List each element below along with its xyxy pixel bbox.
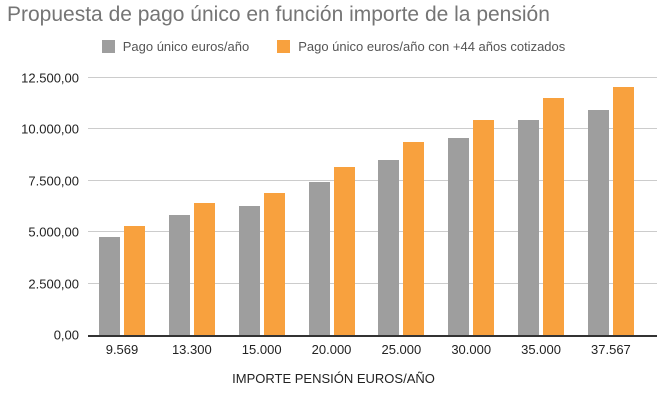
x-tick-label: 9.569 — [105, 342, 139, 357]
y-tick-label: 12.500,00 — [21, 70, 79, 86]
plot-area: 12.500,00 10.000,00 7.500,00 5.000,00 2.500,… — [21, 71, 657, 357]
bar-group-15.000 — [238, 78, 285, 335]
bar-gray-25.000[interactable] — [378, 159, 400, 335]
bar-orange-25.000[interactable] — [403, 141, 425, 335]
legend: Pago único euros/año Pago único euros/añ… — [0, 39, 667, 54]
bar-orange-13.300[interactable] — [193, 202, 215, 335]
bar-group-30.000 — [448, 78, 495, 335]
gridline — [88, 77, 657, 78]
bar-orange-35.000[interactable] — [543, 97, 565, 335]
x-tick-label: 30.000 — [451, 342, 492, 357]
x-axis-labels: 9.569 13.300 15.000 20.000 25.000 30.000 35.00… — [99, 342, 634, 357]
y-tick-label: 2.500,00 — [28, 276, 79, 292]
bar-orange-9.569[interactable] — [124, 226, 145, 335]
y-tick-label: 10.000,00 — [21, 121, 79, 137]
y-tick-label: 5.000,00 — [28, 224, 79, 240]
bar-gray-37.567[interactable] — [587, 109, 609, 335]
legend-swatch-gray-icon — [101, 40, 115, 53]
y-tick-label: 0,00 — [53, 327, 79, 343]
bar-gray-9.569[interactable] — [99, 236, 120, 335]
bar-orange-15.000[interactable] — [263, 192, 285, 335]
bar-gray-20.000[interactable] — [308, 181, 330, 335]
bar-group-37.567 — [587, 78, 634, 335]
bar-group-20.000 — [308, 78, 355, 335]
gridline — [88, 231, 657, 233]
bar-group-9.569 — [99, 78, 145, 335]
legend-label-pago-unico: Pago único euros/año — [122, 39, 250, 54]
bar-gray-30.000[interactable] — [448, 138, 470, 335]
chart-title: Propuesta de pago único en función impor… — [7, 3, 550, 26]
x-tick-label: 37.567 — [591, 342, 631, 357]
gridline — [88, 282, 657, 284]
x-axis-title: IMPORTE PENSIÓN EUROS/AÑO — [232, 371, 435, 386]
x-tick-label: 25.000 — [381, 342, 422, 357]
legend-label-pago-unico-44: Pago único euros/año con +44 años cotiza… — [298, 39, 566, 54]
bar-gray-15.000[interactable] — [238, 206, 260, 335]
bar-orange-30.000[interactable] — [473, 120, 495, 335]
gridline — [88, 128, 657, 130]
bar-group-25.000 — [378, 78, 425, 335]
x-tick-label: 20.000 — [311, 342, 352, 357]
bar-group-13.300 — [168, 78, 215, 335]
x-tick-label: 35.000 — [521, 342, 561, 357]
gridline — [88, 179, 657, 181]
bar-orange-37.567[interactable] — [612, 87, 634, 335]
bar-gray-35.000[interactable] — [518, 120, 540, 335]
y-tick-label: 7.500,00 — [28, 173, 79, 189]
bars-area — [99, 78, 634, 335]
x-tick-label: 15.000 — [241, 342, 282, 357]
bar-gray-13.300[interactable] — [168, 214, 190, 335]
legend-item-pago-unico[interactable]: Pago único euros/año — [101, 39, 250, 54]
x-tick-label: 13.300 — [171, 342, 212, 357]
bar-group-35.000 — [518, 78, 565, 335]
legend-swatch-orange-icon — [277, 40, 291, 53]
bar-orange-20.000[interactable] — [333, 167, 355, 335]
legend-item-pago-unico-44[interactable]: Pago único euros/año con +44 años cotiza… — [277, 39, 565, 54]
